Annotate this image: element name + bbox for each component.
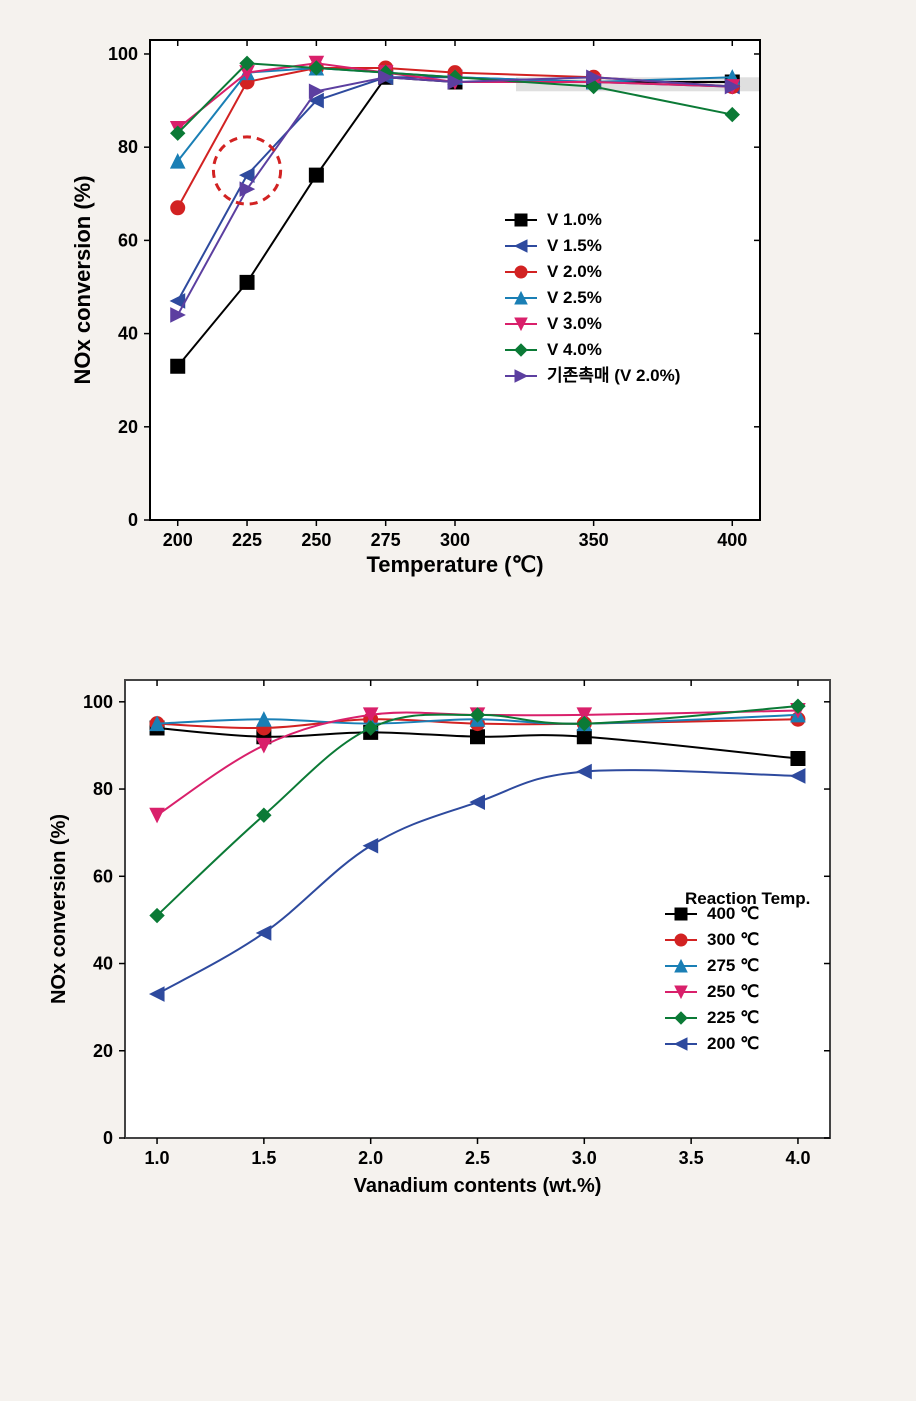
legend-label: V 1.5% bbox=[547, 236, 602, 255]
x-axis-label: Vanadium contents (wt.%) bbox=[354, 1175, 602, 1197]
data-marker bbox=[791, 752, 805, 766]
data-marker bbox=[171, 359, 185, 373]
x-tick-label: 350 bbox=[579, 530, 609, 550]
legend-label: 기존촉매 (V 2.0%) bbox=[547, 366, 680, 385]
x-tick-label: 225 bbox=[232, 530, 262, 550]
data-marker bbox=[240, 275, 254, 289]
data-marker bbox=[171, 201, 185, 215]
y-tick-label: 100 bbox=[83, 692, 113, 712]
y-tick-label: 20 bbox=[118, 417, 138, 437]
x-tick-label: 2.5 bbox=[465, 1148, 490, 1168]
x-tick-label: 3.5 bbox=[679, 1148, 704, 1168]
legend-label: 400 ℃ bbox=[707, 904, 759, 923]
legend-label: 250 ℃ bbox=[707, 982, 759, 1001]
y-tick-label: 40 bbox=[118, 324, 138, 344]
legend-label: V 3.0% bbox=[547, 314, 602, 333]
legend-label: 275 ℃ bbox=[707, 956, 759, 975]
data-marker bbox=[577, 730, 591, 744]
y-tick-label: 60 bbox=[118, 230, 138, 250]
legend-label: V 2.5% bbox=[547, 288, 602, 307]
chart-bottom-container: 1.0 1.5 2.0 2.5 3.0 3.5 4.0 0 20 40 60 80 100 Vanadiu… bbox=[30, 660, 886, 1210]
x-tick-label: 1.0 bbox=[145, 1148, 170, 1168]
y-tick-label: 80 bbox=[93, 779, 113, 799]
legend-label: 225 ℃ bbox=[707, 1008, 759, 1027]
nox-vs-vanadium-chart: 1.0 1.5 2.0 2.5 3.0 3.5 4.0 0 20 40 60 80 100 Vanadiu… bbox=[30, 660, 860, 1210]
legend-label: V 1.0% bbox=[547, 210, 602, 229]
legend-label: V 4.0% bbox=[547, 340, 602, 359]
nox-vs-temperature-chart: 200 225 250 275 300 350 400 0 20 40 60 80 100 Tempera… bbox=[30, 20, 790, 590]
x-tick-label: 200 bbox=[163, 530, 193, 550]
x-tick-label: 400 bbox=[717, 530, 747, 550]
chart-top-container: 200 225 250 275 300 350 400 0 20 40 60 80 100 Tempera… bbox=[30, 20, 886, 590]
x-axis-label: Temperature (℃) bbox=[366, 552, 543, 577]
y-tick-label: 100 bbox=[108, 44, 138, 64]
legend-label: V 2.0% bbox=[547, 262, 602, 281]
x-tick-label: 275 bbox=[371, 530, 401, 550]
x-tick-label: 300 bbox=[440, 530, 470, 550]
data-marker bbox=[471, 730, 485, 744]
legend-label: 200 ℃ bbox=[707, 1034, 759, 1053]
y-axis-label: NOx conversion (%) bbox=[70, 175, 95, 384]
y-tick-label: 40 bbox=[93, 954, 113, 974]
x-tick-label: 250 bbox=[301, 530, 331, 550]
y-tick-label: 0 bbox=[103, 1128, 113, 1148]
y-tick-label: 60 bbox=[93, 866, 113, 886]
legend-swatch-marker bbox=[675, 934, 687, 946]
x-tick-label: 1.5 bbox=[251, 1148, 276, 1168]
x-tick-label: 3.0 bbox=[572, 1148, 597, 1168]
x-tick-label: 4.0 bbox=[785, 1148, 810, 1168]
x-tick-label: 2.0 bbox=[358, 1148, 383, 1168]
y-tick-label: 80 bbox=[118, 137, 138, 157]
legend-swatch-marker bbox=[515, 214, 527, 226]
legend-swatch-marker bbox=[675, 908, 687, 920]
y-axis-label: NOx conversion (%) bbox=[48, 814, 70, 1004]
legend-label: 300 ℃ bbox=[707, 930, 759, 949]
legend-swatch-marker bbox=[515, 266, 527, 278]
y-tick-label: 0 bbox=[128, 510, 138, 530]
data-marker bbox=[309, 168, 323, 182]
y-tick-label: 20 bbox=[93, 1041, 113, 1061]
